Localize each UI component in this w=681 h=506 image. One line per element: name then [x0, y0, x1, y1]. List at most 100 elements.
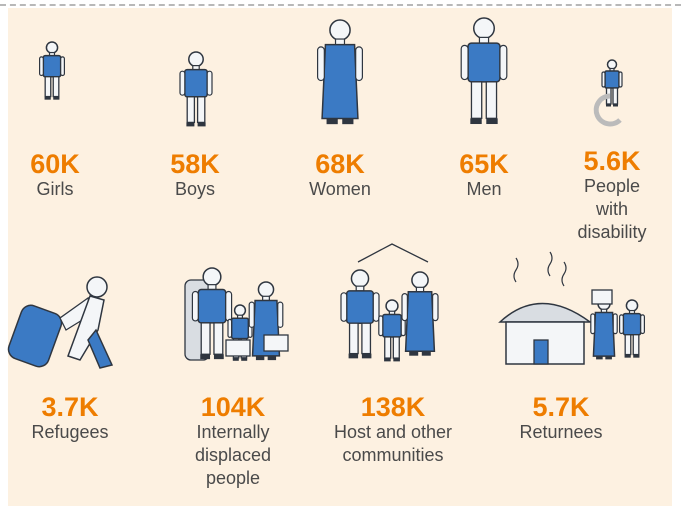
icon-shape [356, 47, 363, 81]
icon-shape [88, 330, 112, 368]
icon-shape [384, 358, 391, 361]
icon-shape [256, 356, 264, 360]
infographic: 60KGirls 58KBoys 68KWomen 65KMen 5.6KPeople … [0, 0, 681, 506]
icon-shape [486, 82, 496, 118]
icon-shape [351, 270, 368, 287]
icon-shape [393, 337, 399, 358]
icon-shape [592, 290, 612, 304]
icon-shape [232, 318, 249, 338]
stat-label: Women [290, 178, 390, 201]
icon-shape [606, 104, 611, 107]
icon-shape [189, 52, 203, 66]
icon-shape [180, 71, 185, 95]
icon-shape [40, 57, 44, 76]
icon-shape [198, 290, 225, 323]
icon-shape [186, 122, 194, 126]
icon-shape [470, 118, 481, 124]
icon-shape [591, 314, 595, 334]
stat-label: Boys [155, 178, 235, 201]
icon-shape [235, 305, 246, 316]
icon-shape [593, 313, 614, 357]
stat-item: 138KHost and other communities [308, 393, 478, 467]
icon-shape [358, 244, 428, 262]
icon-shape [46, 42, 57, 53]
icon-shape [608, 60, 617, 69]
icon-shape [613, 104, 618, 107]
icon-shape [393, 358, 400, 361]
icon-shape [350, 323, 359, 353]
icon-shape [342, 119, 353, 125]
icon-shape [45, 77, 51, 97]
icon-shape [233, 358, 239, 361]
icon-shape [471, 82, 481, 118]
icon-shape [241, 358, 247, 361]
icon-shape [534, 340, 548, 364]
icon-shape [201, 323, 210, 354]
stat-value: 68K [290, 150, 390, 178]
icon-shape [623, 314, 640, 335]
icon-shape [373, 293, 379, 322]
icon-shape [641, 315, 645, 334]
icon-shape [412, 272, 428, 288]
icon-shape [362, 323, 371, 353]
icon-shape [409, 351, 418, 356]
stat-label: Men [444, 178, 524, 201]
icon-shape [474, 18, 495, 39]
icon-shape [192, 292, 198, 321]
icon-shape [613, 88, 618, 104]
stat-label: Refugees [15, 421, 125, 444]
icon-shape [53, 97, 59, 100]
icon-shape [341, 293, 347, 322]
icon-shape [406, 292, 435, 351]
icon-shape [207, 71, 212, 95]
icon-shape [61, 57, 65, 76]
icon-shape [349, 354, 359, 359]
icon-shape [626, 300, 637, 311]
icon-shape [500, 45, 507, 79]
icon-shape [602, 72, 605, 87]
icon-shape [613, 314, 617, 334]
icon-shape [620, 315, 624, 334]
icon-shape [214, 323, 223, 354]
stat-label: Girls [15, 178, 95, 201]
icon-shape [198, 122, 206, 126]
icon-shape [214, 354, 224, 359]
stat-item: 5.6KPeople with disability [572, 147, 652, 244]
stat-label: Returnees [496, 421, 626, 444]
icon-shape [278, 302, 283, 327]
icon-shape [45, 97, 51, 100]
stat-value: 60K [15, 150, 95, 178]
stat-label: People with disability [572, 175, 652, 244]
stat-item: 104KInternally displaced people [183, 393, 283, 490]
icon-shape [461, 45, 468, 79]
icon-shape [330, 20, 350, 40]
icon-shape [347, 291, 374, 323]
icon-shape [322, 45, 358, 119]
icon-shape [633, 355, 639, 358]
icon-shape [53, 77, 59, 97]
icon-shape [605, 356, 612, 359]
icon-shape [249, 302, 254, 327]
icon-shape [200, 354, 210, 359]
icon-shape [500, 304, 590, 323]
icon-shape [198, 97, 205, 123]
icon-shape [379, 316, 383, 336]
icon-shape [226, 292, 232, 321]
stat-value: 65K [444, 150, 524, 178]
icon-shape [318, 47, 325, 81]
icon-shape [402, 294, 407, 321]
icon-shape [479, 37, 488, 43]
icon-shape [468, 43, 500, 82]
stat-value: 5.7K [496, 393, 626, 421]
icon-shape [6, 303, 65, 370]
stat-value: 5.6K [572, 147, 652, 175]
icon-shape [87, 277, 107, 297]
icon-shape [633, 335, 639, 355]
icon-shape [258, 282, 273, 297]
icon-shape [185, 70, 207, 97]
icon-shape [226, 340, 250, 356]
icon-shape [264, 335, 288, 351]
